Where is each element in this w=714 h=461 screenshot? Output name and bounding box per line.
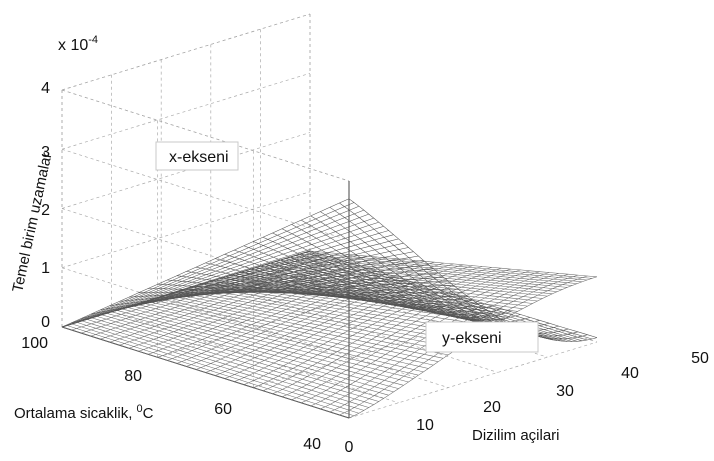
mesh-line <box>167 279 416 295</box>
annotation-box <box>155 141 239 171</box>
z-tick-label: 2 <box>41 202 50 219</box>
mesh-line <box>205 262 454 303</box>
y-axis-label: Ortalama sicaklik, 0C <box>14 403 154 422</box>
x-tick-label: 10 <box>416 417 434 434</box>
mesh-line <box>243 245 492 313</box>
tick-labels: 0 1 2 3 4 100 80 60 40 0 10 20 30 40 50 <box>21 80 709 456</box>
x-tick-label: 0 <box>345 439 354 456</box>
mesh-line <box>253 267 502 388</box>
y-axis-label-unit: C <box>143 405 154 422</box>
z-tick-label: 1 <box>41 260 50 277</box>
mesh-line <box>339 202 588 340</box>
mesh-line <box>262 268 511 391</box>
z-gridline-side <box>61 72 311 150</box>
mesh-line <box>224 265 473 379</box>
mesh-line <box>234 266 483 382</box>
y-gridline-floor <box>348 341 598 419</box>
x-tick-label: 40 <box>621 365 639 382</box>
x-gridline-floor <box>260 265 548 358</box>
x-tick-label: 30 <box>556 383 574 400</box>
mesh-line <box>128 270 378 298</box>
x-axis-label: Dizilim açilari <box>472 427 560 444</box>
mesh-line <box>119 268 368 302</box>
mesh-line <box>176 275 425 297</box>
y-tick-label: 40 <box>303 436 321 453</box>
y-tick-label: 60 <box>214 401 232 418</box>
annotation-box <box>425 321 539 353</box>
z-tick-label: 4 <box>41 80 50 97</box>
mesh-line <box>291 271 540 401</box>
mesh-line <box>301 272 550 404</box>
mesh-line <box>100 262 349 311</box>
mesh-line <box>109 265 358 306</box>
annotation-y-ekseni: y-ekseni <box>425 321 539 353</box>
mesh-line <box>148 258 397 355</box>
mesh-line <box>186 271 435 299</box>
z-tick-label: 0 <box>41 314 50 331</box>
y-tick-label: 100 <box>21 335 48 352</box>
mesh-line <box>262 236 511 318</box>
mesh-line <box>90 259 339 315</box>
x-tick-label: 50 <box>691 350 709 367</box>
x-tick-label: 20 <box>483 399 501 416</box>
z-tick-label: 3 <box>41 144 50 161</box>
y-axis-label-superscript: 0 <box>137 403 143 415</box>
axes-grid <box>61 13 598 419</box>
axes-box-edge <box>61 89 350 182</box>
z-gridline-side <box>61 132 311 209</box>
axes-box-edge <box>61 13 311 91</box>
surface-meshes <box>61 198 598 419</box>
mesh-line <box>205 263 454 373</box>
mesh-line <box>272 232 521 321</box>
mesh-line <box>215 258 464 306</box>
mesh-line <box>157 279 406 294</box>
mesh-line <box>195 262 444 370</box>
mesh-line <box>234 249 483 310</box>
mesh-line <box>81 256 330 319</box>
z-multiplier: x 10-4 <box>58 34 98 54</box>
mesh-line <box>119 255 368 346</box>
y-tick-label: 80 <box>124 368 142 385</box>
annotation-label: y-ekseni <box>442 330 502 347</box>
mesh-line <box>272 269 521 394</box>
mesh-line <box>281 270 531 398</box>
mesh-line <box>109 255 358 343</box>
mesh-line <box>348 198 598 342</box>
z-multiplier-base: x 10 <box>58 37 88 54</box>
annotation-label: x-ekseni <box>169 149 229 166</box>
mesh-line <box>195 266 444 301</box>
y-axis-label-text: Ortalama sicaklik, <box>14 405 137 422</box>
mesh-line <box>71 253 320 323</box>
z-multiplier-exponent: -4 <box>88 34 98 46</box>
annotation-x-ekseni: x-ekseni <box>155 141 239 171</box>
z-gridline-back <box>61 148 350 241</box>
mesh-line <box>253 241 502 316</box>
mesh-line <box>243 267 492 385</box>
x-gridline-floor <box>210 281 498 373</box>
mesh-line <box>224 254 473 308</box>
z-gridline-back <box>61 208 350 300</box>
z-gridline-side <box>61 191 311 269</box>
